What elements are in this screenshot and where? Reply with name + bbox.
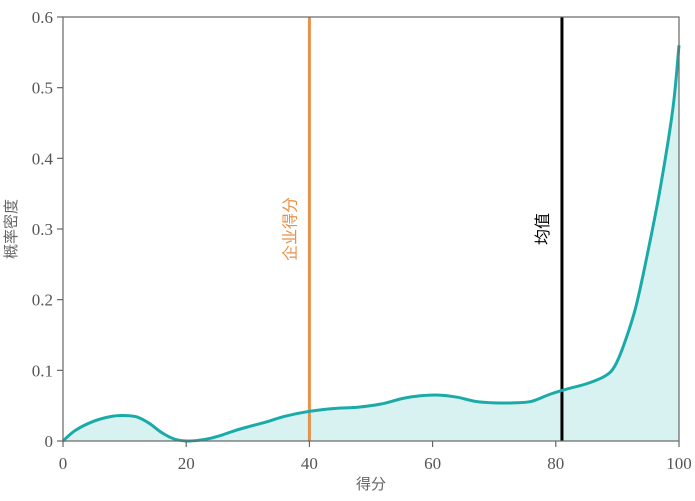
y-tick-label: 0 xyxy=(45,432,54,451)
x-tick-label: 60 xyxy=(424,454,441,473)
plot-frame xyxy=(62,16,680,442)
vline-label-0: 企业得分 xyxy=(280,197,299,261)
density-area-fill xyxy=(63,45,679,442)
y-tick-label: 0.5 xyxy=(32,79,53,98)
density-curve xyxy=(61,45,681,443)
y-tick-label: 0.6 xyxy=(32,8,53,27)
y-tick-label: 0.2 xyxy=(32,291,53,310)
vertical-lines: 企业得分 均值 xyxy=(280,17,564,441)
x-tick-label: 40 xyxy=(301,454,318,473)
x-tick-label: 80 xyxy=(547,454,564,473)
x-tick-label: 20 xyxy=(178,454,195,473)
y-tick-label: 0.3 xyxy=(32,220,53,239)
x-axis-title: 得分 xyxy=(356,475,386,493)
vline-label-1: 均值 xyxy=(533,213,552,245)
y-axis-title: 概率密度 xyxy=(2,199,20,259)
x-axis-ticks: 0 20 40 60 80 100 xyxy=(59,441,692,473)
x-tick-label: 0 xyxy=(59,454,68,473)
x-tick-label: 100 xyxy=(666,454,692,473)
y-tick-label: 0.4 xyxy=(32,149,54,168)
y-tick-label: 0.1 xyxy=(32,361,53,380)
y-axis-ticks: 0 0.1 0.2 0.3 0.4 0.5 0.6 xyxy=(32,8,63,451)
